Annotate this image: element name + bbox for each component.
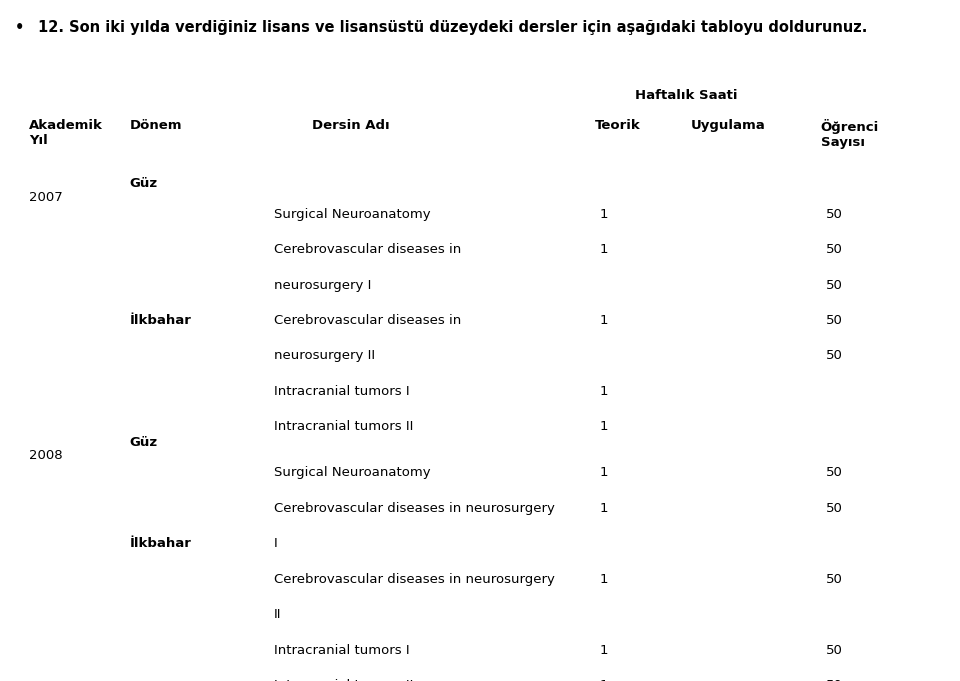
Text: Cerebrovascular diseases in neurosurgery: Cerebrovascular diseases in neurosurgery: [274, 502, 555, 515]
Text: İlkbahar: İlkbahar: [130, 314, 191, 327]
Text: 1: 1: [600, 502, 609, 515]
Text: 50: 50: [826, 573, 843, 586]
Text: Surgical Neuroanatomy: Surgical Neuroanatomy: [274, 208, 430, 221]
Text: Intracranial tumors II: Intracranial tumors II: [274, 679, 413, 681]
Text: 1: 1: [600, 420, 609, 433]
Text: I: I: [274, 537, 277, 550]
Text: 2007: 2007: [29, 191, 62, 204]
Text: Surgical Neuroanatomy: Surgical Neuroanatomy: [274, 466, 430, 479]
Text: neurosurgery I: neurosurgery I: [274, 279, 371, 291]
Text: 50: 50: [826, 502, 843, 515]
Text: Uygulama: Uygulama: [691, 119, 766, 132]
Text: Dersin Adı: Dersin Adı: [312, 119, 389, 132]
Text: Intracranial tumors II: Intracranial tumors II: [274, 420, 413, 433]
Text: 1: 1: [600, 573, 609, 586]
Text: 1: 1: [600, 644, 609, 656]
Text: 50: 50: [826, 349, 843, 362]
Text: 1: 1: [600, 208, 609, 221]
Text: Cerebrovascular diseases in: Cerebrovascular diseases in: [274, 243, 461, 256]
Text: 1: 1: [600, 679, 609, 681]
Text: Intracranial tumors I: Intracranial tumors I: [274, 644, 409, 656]
Text: Güz: Güz: [130, 436, 157, 449]
Text: 50: 50: [826, 279, 843, 291]
Text: Güz: Güz: [130, 177, 157, 190]
Text: 2008: 2008: [29, 449, 62, 462]
Text: 50: 50: [826, 679, 843, 681]
Text: 1: 1: [600, 314, 609, 327]
Text: 50: 50: [826, 314, 843, 327]
Text: Teorik: Teorik: [595, 119, 641, 132]
Text: Akademik
Yıl: Akademik Yıl: [29, 119, 103, 147]
Text: •: •: [14, 20, 24, 35]
Text: Öğrenci
Sayısı: Öğrenci Sayısı: [821, 119, 879, 149]
Text: Cerebrovascular diseases in: Cerebrovascular diseases in: [274, 314, 461, 327]
Text: 50: 50: [826, 208, 843, 221]
Text: 50: 50: [826, 644, 843, 656]
Text: 1: 1: [600, 243, 609, 256]
Text: neurosurgery II: neurosurgery II: [274, 349, 374, 362]
Text: İlkbahar: İlkbahar: [130, 537, 191, 550]
Text: II: II: [274, 608, 281, 621]
Text: 50: 50: [826, 243, 843, 256]
Text: 50: 50: [826, 466, 843, 479]
Text: Dönem: Dönem: [130, 119, 182, 132]
Text: Cerebrovascular diseases in neurosurgery: Cerebrovascular diseases in neurosurgery: [274, 573, 555, 586]
Text: 1: 1: [600, 385, 609, 398]
Text: Intracranial tumors I: Intracranial tumors I: [274, 385, 409, 398]
Text: 1: 1: [600, 466, 609, 479]
Text: 12. Son iki yılda verdiğiniz lisans ve lisansüstü düzeydeki dersler için aşağıda: 12. Son iki yılda verdiğiniz lisans ve l…: [38, 20, 868, 35]
Text: Haftalık Saati: Haftalık Saati: [636, 89, 737, 101]
